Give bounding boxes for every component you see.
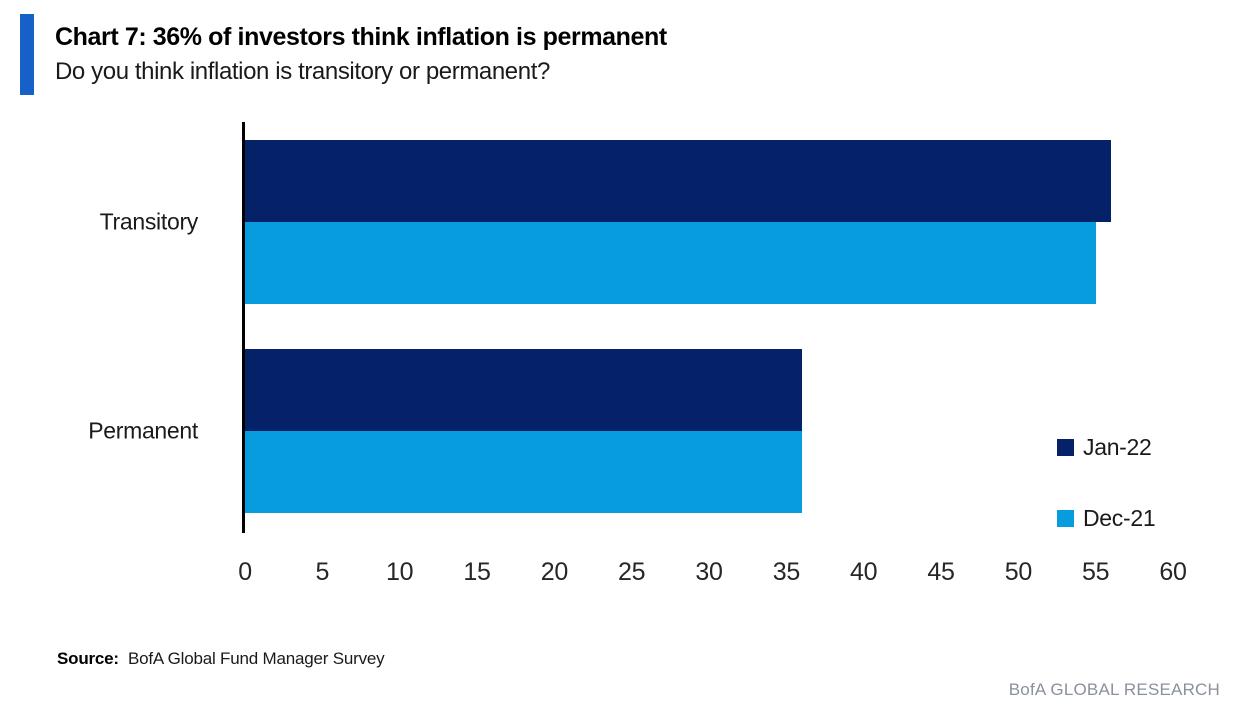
source-note: Source: BofA Global Fund Manager Survey [57,649,385,669]
x-tick-25: 25 [618,558,646,586]
x-tick-35: 35 [772,558,801,586]
bar-transitory-dec-21 [245,222,1096,304]
title-block: Chart 7: 36% of investors think inflatio… [55,14,667,95]
x-tick-20: 20 [540,558,569,586]
legend-item-dec-21: Dec-21 [1057,505,1156,532]
title-accent-bar [20,14,34,95]
bar-permanent-dec-21 [245,431,802,513]
x-tick-45: 45 [927,558,955,586]
category-label-permanent: Permanent [88,417,198,444]
bar-permanent-jan-22 [245,349,802,431]
legend-item-jan-22: Jan-22 [1057,434,1155,461]
x-tick-55: 55 [1082,558,1110,586]
chart-subtitle: Do you think inflation is transitory or … [55,57,550,85]
category-labels: Transitory Permanent [0,122,222,533]
category-label-transitory: Transitory [99,208,199,235]
legend-label-dec-21: Dec-21 [1083,505,1156,531]
branding-text: BofA GLOBAL RESEARCH [1008,680,1220,699]
x-tick-30: 30 [695,558,723,586]
legend-swatch-dec-21 [1057,510,1074,527]
x-tick-0: 0 [238,558,252,586]
y-axis-line [242,122,245,533]
source-text: BofA Global Fund Manager Survey [127,649,385,668]
x-tick-40: 40 [850,558,878,586]
legend: Jan-22 Dec-21 [1057,434,1156,532]
legend-swatch-jan-22 [1057,439,1074,456]
x-tick-15: 15 [463,558,491,586]
x-axis-ticks: 0 5 10 15 20 25 30 35 40 45 50 55 60 [238,558,1187,590]
x-tick-50: 50 [1004,558,1033,586]
x-tick-60: 60 [1159,558,1187,586]
source-label: Source: [57,649,119,668]
x-tick-5: 5 [315,558,330,586]
x-tick-10: 10 [386,558,414,586]
chart-title: Chart 7: 36% of investors think inflatio… [55,23,667,52]
bar-transitory-jan-22 [245,140,1112,222]
plot-area [242,122,1173,533]
legend-label-jan-22: Jan-22 [1083,434,1152,460]
chart-header: Chart 7: 36% of investors think inflatio… [20,14,667,95]
